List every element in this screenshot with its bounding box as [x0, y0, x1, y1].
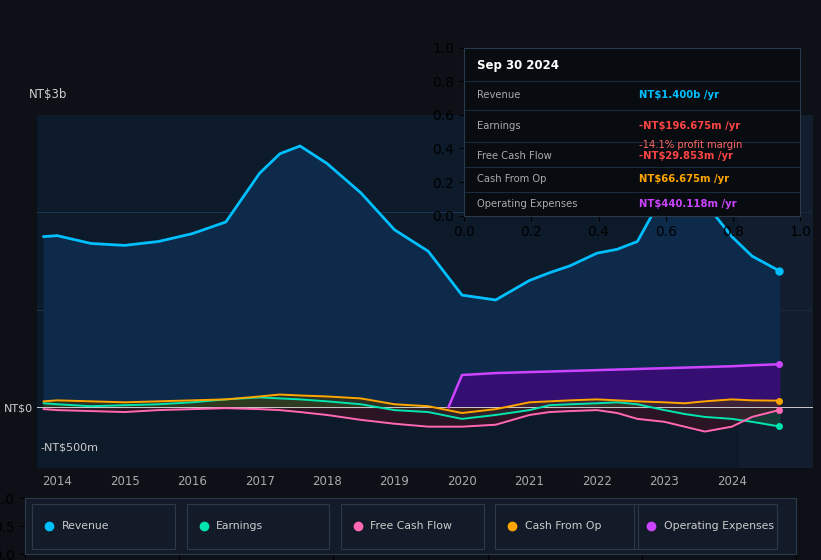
Text: Earnings: Earnings — [216, 521, 264, 531]
Text: Earnings: Earnings — [477, 121, 521, 130]
Bar — [32, 504, 175, 549]
Text: NT$440.118m /yr: NT$440.118m /yr — [639, 199, 736, 209]
Text: -NT$500m: -NT$500m — [41, 442, 99, 452]
Text: Free Cash Flow: Free Cash Flow — [370, 521, 452, 531]
Bar — [739, 115, 813, 468]
Text: Sep 30 2024: Sep 30 2024 — [477, 59, 559, 72]
Bar — [635, 504, 777, 549]
Bar — [186, 504, 329, 549]
Text: NT$66.675m /yr: NT$66.675m /yr — [639, 175, 729, 184]
Text: -14.1% profit margin: -14.1% profit margin — [639, 140, 742, 150]
Text: -NT$29.853m /yr: -NT$29.853m /yr — [639, 151, 733, 161]
Text: Free Cash Flow: Free Cash Flow — [477, 151, 552, 161]
Bar — [341, 504, 484, 549]
Text: Cash From Op: Cash From Op — [477, 175, 547, 184]
Bar — [495, 504, 638, 549]
Text: Operating Expenses: Operating Expenses — [477, 199, 578, 209]
Text: Revenue: Revenue — [62, 521, 109, 531]
Text: -NT$196.675m /yr: -NT$196.675m /yr — [639, 121, 741, 130]
Text: Revenue: Revenue — [477, 91, 521, 100]
Text: NT$3b: NT$3b — [30, 88, 67, 101]
Text: Operating Expenses: Operating Expenses — [663, 521, 773, 531]
Text: NT$1.400b /yr: NT$1.400b /yr — [639, 91, 719, 100]
Text: Cash From Op: Cash From Op — [525, 521, 601, 531]
